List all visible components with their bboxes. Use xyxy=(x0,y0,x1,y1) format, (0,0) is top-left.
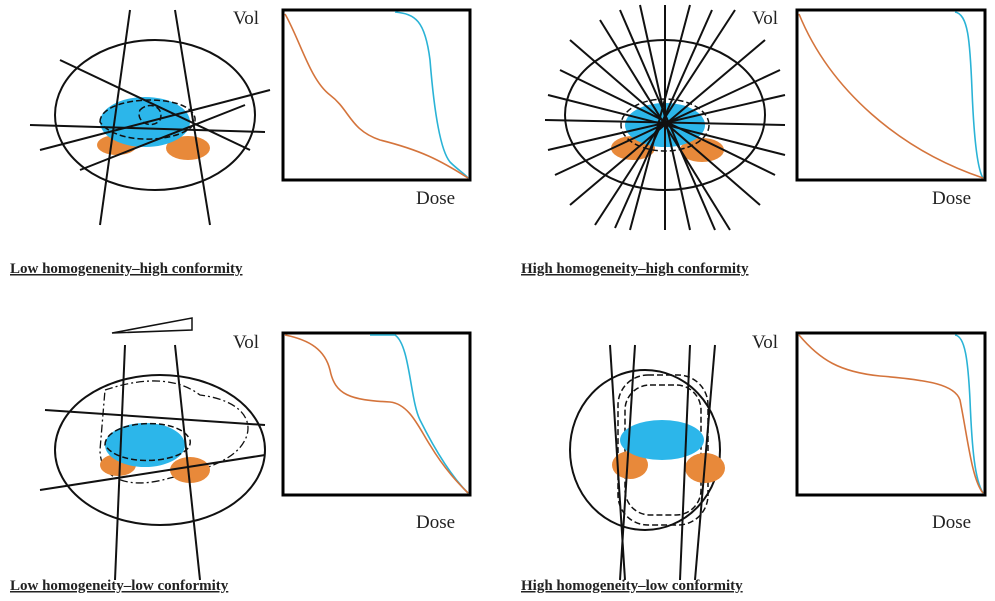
x-axis-label: Dose xyxy=(932,188,971,209)
y-axis-label: Vol xyxy=(752,332,778,353)
panel-caption: High homogeneity–low conformity xyxy=(521,578,743,594)
shape-tgt xyxy=(620,420,704,460)
x-axis-label: Dose xyxy=(416,512,455,533)
x-axis-label: Dose xyxy=(932,512,971,533)
y-axis-label: Vol xyxy=(233,332,259,353)
panel-caption: Low homogenenity–high conformity xyxy=(10,261,243,277)
figure: Vol Dose Low homogenenity–high conformity V… xyxy=(0,0,995,601)
panel-caption: Low homogeneity–low conformity xyxy=(10,578,229,594)
rect xyxy=(0,0,995,601)
y-axis-label: Vol xyxy=(752,8,778,29)
x-axis-label: Dose xyxy=(416,188,455,209)
panel-caption: High homogeneity–high conformity xyxy=(521,261,749,277)
y-axis-label: Vol xyxy=(233,8,259,29)
